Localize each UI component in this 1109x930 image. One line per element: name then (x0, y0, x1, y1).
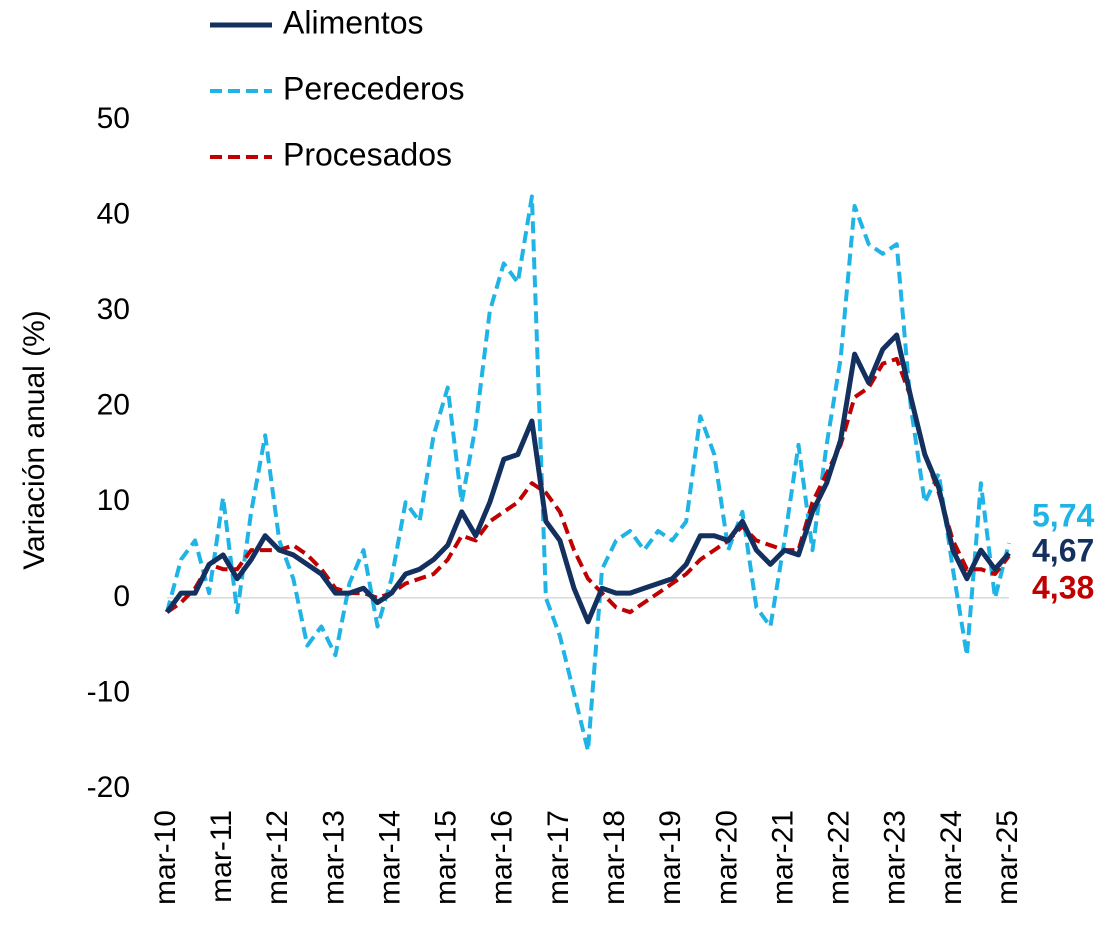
y-tick-label: -10 (87, 675, 130, 708)
series-line (164, 332, 1011, 625)
series-line (165, 356, 1011, 615)
x-tick-label: mar-24 (935, 810, 968, 905)
x-tick-label: mar-11 (205, 810, 238, 903)
x-tick-label: mar-17 (542, 810, 575, 905)
y-tick-label: 40 (97, 197, 130, 230)
legend-label: Perecederos (283, 70, 464, 106)
x-tick-label: mar-20 (710, 810, 743, 905)
x-tick-label: mar-25 (991, 810, 1024, 905)
x-tick-label: mar-13 (317, 810, 350, 905)
y-tick-label: 50 (97, 102, 130, 135)
legend-label: Alimentos (283, 4, 424, 40)
legend-label: Procesados (283, 136, 452, 172)
x-tick-label: mar-10 (149, 810, 182, 905)
series-line (165, 194, 1011, 753)
y-axis-title: Variación anual (%) (18, 310, 51, 570)
x-tick-label: mar-19 (654, 810, 687, 905)
end-label: 5,74 (1032, 497, 1094, 533)
x-tick-label: mar-23 (879, 810, 912, 905)
end-label: 4,67 (1032, 532, 1094, 568)
y-tick-label: -20 (87, 771, 130, 804)
x-tick-label: mar-16 (486, 810, 519, 905)
end-label: 4,38 (1032, 569, 1094, 605)
y-tick-label: 10 (97, 484, 130, 517)
x-tick-label: mar-15 (430, 810, 463, 905)
y-tick-label: 0 (113, 580, 130, 613)
y-tick-label: 20 (97, 389, 130, 422)
y-tick-label: 30 (97, 293, 130, 326)
x-tick-label: mar-21 (766, 810, 799, 905)
x-tick-label: mar-12 (261, 810, 294, 905)
x-tick-label: mar-18 (598, 810, 631, 905)
x-tick-label: mar-14 (373, 810, 406, 905)
x-tick-label: mar-22 (823, 810, 856, 905)
